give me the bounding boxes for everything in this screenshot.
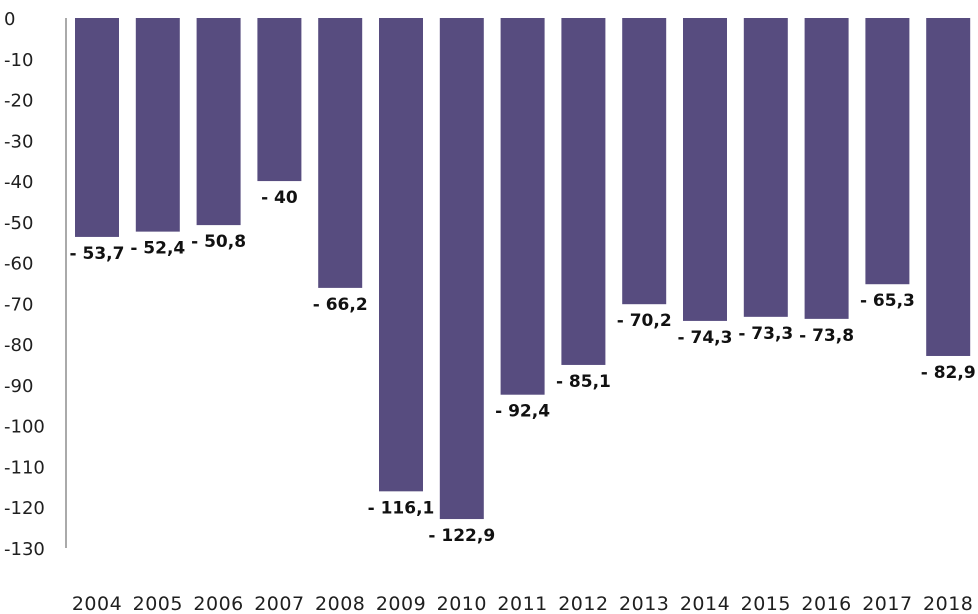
x-tick-label-2004: 2004 [72,593,122,614]
x-tick-label-2012: 2012 [558,593,608,614]
y-tick-label: -130 [4,539,45,560]
y-tick-label: -40 [4,172,33,193]
data-labels: - 53,7- 52,4 - 50,8 - 40 - 66,2 - 116,1 - 122… [70,188,976,546]
x-tick-label-2006: 2006 [193,593,243,614]
x-tick-label-2008: 2008 [315,593,365,614]
x-tick-label-2017: 2017 [862,593,912,614]
y-tick-label: -100 [4,417,45,438]
y-tick-label: -90 [4,376,33,397]
x-axis: 2004 2005 2006 2007 2008 2009 2010 2011 2012 2013… [72,593,973,614]
data-label-2006: - 50,8 [191,232,246,252]
y-tick-label: -70 [4,294,33,315]
x-tick-label-2013: 2013 [619,593,669,614]
data-label-2004: - 53,7 [70,244,125,264]
data-label-2014: - 74,3 [678,328,733,348]
data-label-2013: - 70,2 [617,311,672,331]
y-axis: 0 -10 -20 -30 -40 -50 -60 -70 -80 -90 -100 -110 -120… [4,9,67,560]
y-tick-label: 0 [4,9,15,30]
y-tick-label: -60 [4,254,33,275]
bars [75,18,971,520]
data-label-2009: - 116,1 [368,498,435,518]
y-tick-label: -20 [4,91,33,112]
bar-2011 [500,18,545,395]
bar-2014 [683,18,727,321]
y-tick-label: -120 [4,498,45,519]
x-tick-label-2011: 2011 [497,593,547,614]
bar-2006 [196,18,241,226]
x-tick-label-2010: 2010 [437,593,487,614]
x-tick-label-2014: 2014 [680,593,730,614]
data-label-2005: - 52,4 [130,239,185,259]
bar-2013 [622,18,667,305]
bar-2009 [379,18,423,492]
bar-2010 [439,18,484,520]
y-tick-label: -80 [4,335,33,356]
data-label-2017: - 65,3 [860,291,915,311]
data-label-2012: - 85,1 [556,372,611,392]
data-label-2018: - 82,9 [921,363,976,383]
bar-2008 [318,18,363,288]
x-tick-label-2016: 2016 [801,593,851,614]
bar-2007 [257,18,302,182]
bar-2004 [75,18,119,237]
data-label-2008: - 66,2 [313,295,368,315]
x-tick-label-2005: 2005 [133,593,183,614]
data-label-2007: - 40 [261,188,298,208]
y-tick-label: -110 [4,457,45,478]
x-tick-label-2015: 2015 [741,593,791,614]
bar-2018 [926,18,971,356]
bar-2016 [804,18,849,319]
bar-2012 [561,18,606,365]
y-tick-label: -30 [4,131,33,152]
x-tick-label-2018: 2018 [923,593,973,614]
bar-2017 [865,18,910,285]
y-tick-label: -10 [4,50,33,71]
bar-2015 [743,18,788,317]
data-label-2015: - 73,3 [738,324,793,344]
x-tick-label-2009: 2009 [376,593,426,614]
data-label-2016: - 73,8 [799,326,854,346]
x-tick-label-2007: 2007 [254,593,304,614]
data-label-2011: - 92,4 [495,402,550,422]
bar-2005 [135,18,180,232]
data-label-2010: - 122,9 [428,526,495,546]
y-tick-label: -50 [4,213,33,234]
